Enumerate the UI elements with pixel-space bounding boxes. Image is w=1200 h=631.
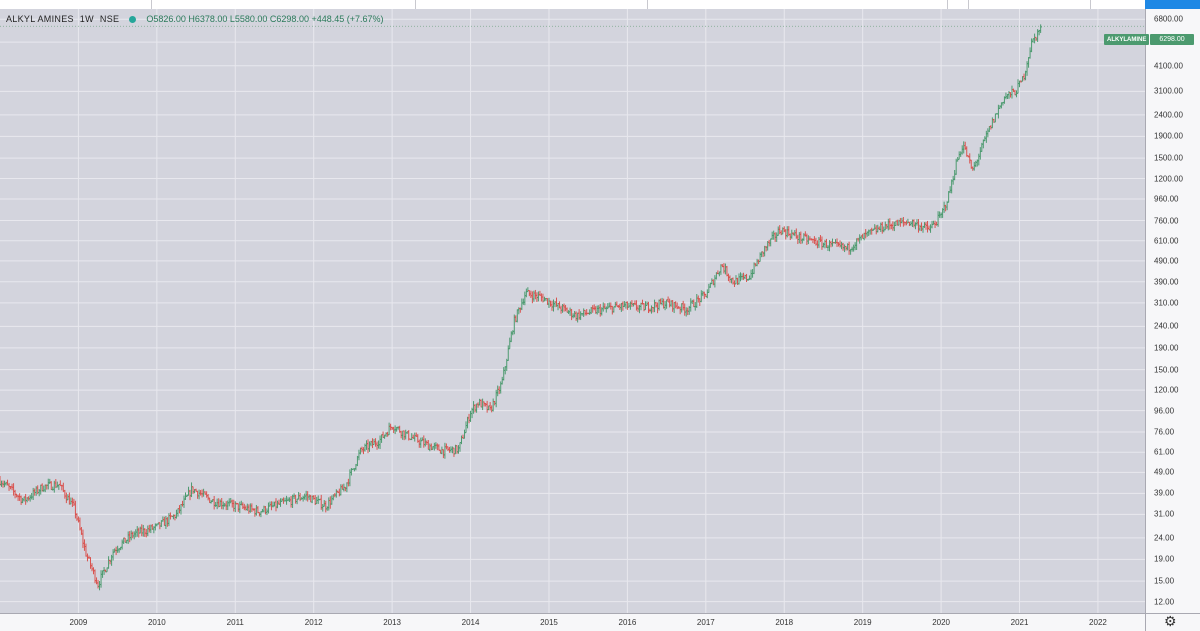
legend-header: ALKYL AMINES 1W NSE O5826.00 H6378.00 L5… [6, 14, 384, 24]
market-status-icon [129, 15, 137, 23]
y-tick-label: 76.00 [1154, 427, 1175, 437]
ohlc-values: O5826.00 H6378.00 L5580.00 C6298.00 +448… [146, 14, 384, 24]
y-tick-label: 310.00 [1154, 298, 1179, 308]
y-tick-label: 1900.00 [1154, 131, 1183, 141]
y-tick-label: 120.00 [1154, 385, 1179, 395]
toolbar-divider [151, 0, 152, 9]
y-tick-label: 6800.00 [1154, 14, 1183, 24]
x-tick-label: 2009 [69, 618, 88, 627]
x-tick-label: 2014 [461, 618, 480, 627]
toolbar-divider [647, 0, 648, 9]
gear-icon[interactable]: ⚙ [1164, 613, 1177, 629]
x-tick-label: 2019 [853, 618, 872, 627]
toolbar-divider [415, 0, 416, 9]
x-tick-label: 2015 [540, 618, 558, 627]
last-price-tag: 6298.00 [1150, 34, 1194, 45]
y-tick-label: 61.00 [1154, 447, 1175, 457]
toolbar-blue-button[interactable] [1145, 0, 1200, 9]
y-tick-label: 4100.00 [1154, 61, 1183, 71]
chart-pane[interactable] [0, 9, 1145, 613]
x-tick-label: 2021 [1010, 618, 1029, 627]
y-tick-label: 240.00 [1154, 321, 1179, 331]
y-tick-label: 96.00 [1154, 406, 1175, 416]
x-tick-label: 2010 [147, 618, 166, 627]
axis-corner: ⚙ [1145, 613, 1200, 631]
x-tick-label: 2011 [226, 618, 244, 627]
y-tick-label: 49.00 [1154, 467, 1175, 477]
y-tick-label: 150.00 [1154, 365, 1179, 375]
time-axis[interactable]: 2009 2010 2011 2012 2013 2014 2015 2016 2017 2018… [0, 613, 1145, 631]
x-tick-label: 2013 [383, 618, 402, 627]
y-tick-label: 15.00 [1154, 576, 1175, 586]
y-tick-label: 760.00 [1154, 216, 1179, 226]
y-tick-label: 960.00 [1154, 194, 1179, 204]
y-tick-label: 1500.00 [1154, 153, 1183, 163]
x-tick-label: 2012 [304, 618, 323, 627]
symbol-name[interactable]: ALKYL AMINES [6, 14, 74, 24]
y-tick-label: 1200.00 [1154, 174, 1183, 184]
interval-label[interactable]: 1W [79, 14, 94, 24]
x-tick-label: 2017 [696, 618, 715, 627]
toolbar-divider [968, 0, 969, 9]
y-tick-label: 610.00 [1154, 236, 1179, 246]
y-tick-label: 24.00 [1154, 533, 1175, 543]
top-toolbar-strip [0, 0, 1200, 9]
y-tick-label: 39.00 [1154, 488, 1175, 498]
y-tick-label: 12.00 [1154, 597, 1175, 607]
x-tick-label: 2018 [775, 618, 794, 627]
y-tick-label: 2400.00 [1154, 110, 1183, 120]
y-tick-label: 3100.00 [1154, 86, 1183, 96]
price-axis[interactable]: 6800.005300.004100.003100.002400.001900.… [1145, 9, 1200, 613]
x-tick-label: 2016 [618, 618, 637, 627]
x-tick-label: 2022 [1089, 618, 1107, 627]
toolbar-divider [1090, 0, 1091, 9]
x-tick-label: 2020 [932, 618, 950, 627]
price-chart-svg[interactable] [0, 9, 1145, 613]
y-tick-label: 19.00 [1154, 554, 1175, 564]
y-tick-label: 31.00 [1154, 509, 1175, 519]
symbol-price-tag: ALKYLAMINE [1104, 34, 1150, 45]
y-tick-label: 390.00 [1154, 277, 1179, 287]
exchange-label: NSE [99, 14, 120, 24]
y-tick-label: 190.00 [1154, 343, 1179, 353]
y-tick-label: 490.00 [1154, 256, 1179, 266]
toolbar-divider [947, 0, 948, 9]
